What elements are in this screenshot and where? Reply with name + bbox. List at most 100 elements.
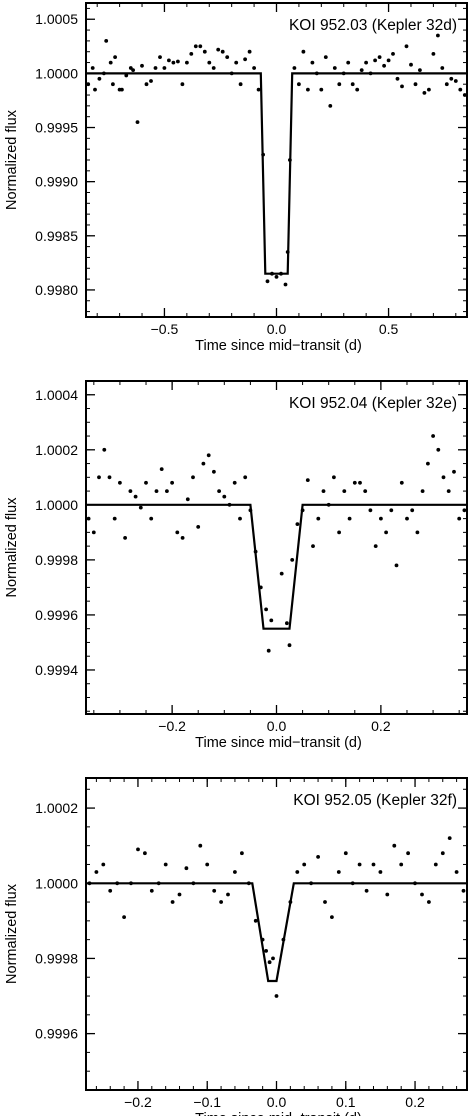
flux-point <box>274 994 279 998</box>
y-tick-label: 0.9980 <box>35 282 78 298</box>
flux-point <box>264 949 268 953</box>
flux-point <box>144 480 148 485</box>
y-tick-label: 1.0002 <box>35 442 78 458</box>
flux-point <box>392 843 397 848</box>
flux-point <box>226 892 230 897</box>
flux-point <box>288 158 292 162</box>
flux-point <box>246 881 251 886</box>
flux-point <box>399 480 404 485</box>
flux-point <box>86 516 91 521</box>
flux-point <box>283 282 288 287</box>
flux-point <box>97 76 102 81</box>
flux-point <box>395 76 400 81</box>
flux-point <box>350 82 355 87</box>
flux-point <box>364 888 369 893</box>
flux-point <box>400 84 404 89</box>
y-axis-label: Normalized flux <box>4 883 20 984</box>
flux-point <box>454 870 459 874</box>
flux-point <box>271 956 275 961</box>
panel-title: KOI 952.04 (Kepler 32e) <box>289 395 457 412</box>
flux-point <box>87 881 92 886</box>
flux-point <box>102 447 107 452</box>
x-tick-label: −0.1 <box>193 1094 221 1110</box>
flux-point <box>113 55 117 59</box>
flux-point <box>440 851 445 856</box>
y-tick-label: 1.0004 <box>35 387 78 403</box>
flux-point <box>413 881 417 886</box>
flux-point <box>427 87 431 92</box>
flux-point <box>196 525 201 529</box>
flux-point <box>292 66 297 70</box>
flux-point <box>256 87 261 92</box>
y-tick-label: 0.9996 <box>35 1026 78 1042</box>
panel-title: KOI 952.05 (Kepler 32f) <box>293 792 457 809</box>
flux-point <box>159 467 164 471</box>
x-tick-label: 0.0 <box>267 1094 287 1110</box>
flux-point <box>446 489 451 493</box>
flux-point <box>170 900 175 904</box>
x-tick-label: 0.1 <box>336 1094 356 1110</box>
flux-point <box>144 82 149 87</box>
flux-point <box>285 250 290 254</box>
flux-point <box>122 915 126 919</box>
flux-point <box>240 851 244 856</box>
flux-point <box>123 536 127 540</box>
flux-point <box>185 497 190 502</box>
flux-point <box>427 900 431 904</box>
flux-point <box>418 68 422 72</box>
y-tick-label: 0.9994 <box>35 662 78 678</box>
flux-point <box>140 63 144 68</box>
flux-point <box>217 489 222 493</box>
flux-point <box>97 475 101 480</box>
flux-point <box>253 918 258 923</box>
flux-point <box>426 461 430 466</box>
flux-point <box>266 648 271 653</box>
flux-point <box>219 900 224 904</box>
plot-frame <box>85 777 468 1091</box>
flux-point <box>149 888 154 893</box>
flux-point <box>358 480 362 485</box>
flux-point <box>133 494 138 499</box>
flux-point <box>111 82 115 87</box>
flux-point <box>180 82 185 87</box>
flux-point <box>154 489 159 493</box>
flux-point <box>265 279 270 284</box>
flux-point <box>94 870 99 874</box>
x-tick-label: 0.2 <box>405 1094 425 1110</box>
flux-point <box>373 58 377 63</box>
flux-point <box>311 544 315 548</box>
flux-point <box>176 59 180 64</box>
flux-point <box>248 508 253 513</box>
flux-point <box>101 862 106 867</box>
flux-point <box>252 66 256 70</box>
flux-point <box>274 275 279 279</box>
flux-point <box>167 58 171 63</box>
flux-point <box>461 888 466 893</box>
flux-point <box>332 66 337 70</box>
x-axis-label: Time since mid−transit (d) <box>195 1111 362 1116</box>
transit-model-line <box>86 72 467 275</box>
flux-point <box>156 881 161 886</box>
flux-point <box>310 60 315 65</box>
flux-point <box>377 55 382 59</box>
flux-point <box>405 516 409 521</box>
flux-point <box>153 66 158 70</box>
flux-point <box>409 62 413 67</box>
y-tick-label: 1.0002 <box>35 800 78 816</box>
y-tick-label: 0.9990 <box>35 174 78 190</box>
flux-point <box>389 508 394 513</box>
flux-point <box>102 71 106 76</box>
flux-point <box>118 480 122 485</box>
flux-point <box>290 558 295 562</box>
flux-point <box>379 516 383 521</box>
flux-point <box>163 862 168 867</box>
flux-point <box>165 489 169 493</box>
flux-point <box>227 502 232 507</box>
flux-point <box>295 870 300 874</box>
flux-point <box>328 104 333 108</box>
flux-point <box>441 475 446 480</box>
flux-point <box>305 478 310 482</box>
flux-point <box>319 87 324 92</box>
flux-point <box>107 475 112 480</box>
flux-point <box>131 68 136 72</box>
